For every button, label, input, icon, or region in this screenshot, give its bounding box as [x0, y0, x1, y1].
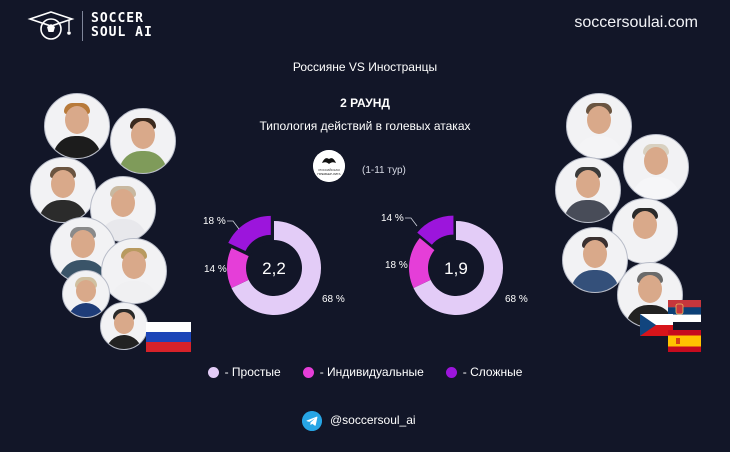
legend-label-simple: - Простые: [224, 365, 281, 379]
legend-item-simple: - Простые: [207, 365, 281, 379]
left-coach-avatar-7: [62, 270, 110, 318]
donut-2-hole: [429, 241, 483, 295]
donut-1-hole: [247, 241, 301, 295]
brand-name: SOCCER SOUL AI: [91, 11, 153, 40]
left-coach-avatar-8: [100, 302, 148, 350]
left-coach-avatar-3: [30, 157, 96, 223]
legend-item-complex: - Сложные: [445, 365, 523, 379]
legend-label-complex: - Сложные: [462, 365, 523, 379]
czech-flag: [640, 314, 673, 336]
telegram-icon[interactable]: [302, 411, 322, 431]
donut-1-center-label: 2,2: [262, 259, 286, 278]
donut-1-slice-simple: [231, 221, 321, 315]
donut-2-value-label-complex: 14 %: [381, 213, 404, 224]
brand-separator: [82, 11, 83, 41]
right-coach-avatar-2: [623, 134, 689, 200]
right-coach-avatar-3: [555, 157, 621, 223]
donut-1-slice-complex: [228, 215, 271, 252]
left-coach-avatar-6: [101, 238, 167, 304]
donut-2-value-label-simple: 68 %: [505, 294, 528, 305]
left-coach-avatar-1: [44, 93, 110, 159]
donut-1-value-label-simple: 68 %: [322, 294, 345, 305]
donut-1-value-label-complex: 18 %: [203, 216, 226, 227]
donut-2-leader-line: [405, 217, 418, 227]
donut-1-leader-line: [227, 220, 240, 230]
soccer-soul-logo-icon: [27, 11, 75, 40]
donut-2-center-label: 1,9: [444, 259, 468, 278]
period-label: (1-11 тур): [362, 165, 406, 176]
serbia-flag: [668, 300, 701, 322]
legend-item-individual: - Индивидуальные: [302, 365, 424, 379]
chart-subtitle: Типология действий в голевых атаках: [259, 119, 471, 133]
brand: SOCCER SOUL AI: [26, 8, 153, 44]
donut-2-value-label-individual: 18 %: [385, 260, 408, 271]
rpl-league-logo-icon: РОССИЙСКАЯ ПРЕМЬЕР-ЛИГА: [313, 150, 345, 182]
spain-flag: [668, 330, 701, 352]
legend: - Простые - Индивидуальные - Сложные: [0, 365, 730, 379]
donut-2-slice-complex: [417, 215, 454, 245]
site-url[interactable]: soccersoulai.com: [574, 14, 698, 31]
chart-title: Россияне VS Иностранцы: [292, 60, 438, 74]
legend-dot-individual: [302, 366, 314, 378]
donut-1-slice-individual: [227, 247, 249, 289]
russia-flag: [146, 322, 191, 352]
right-coach-avatar-1: [566, 93, 632, 159]
rpl-logo-text-2: ПРЕМЬЕР-ЛИГА: [317, 172, 340, 176]
right-coach-avatar-5: [562, 227, 628, 293]
donut-2-slice-simple: [413, 221, 503, 315]
donut-1-value-label-individual: 14 %: [204, 264, 227, 275]
left-coach-avatar-2: [110, 108, 176, 174]
round-label: 2 РАУНД: [340, 96, 390, 110]
donut-2-slice-individual: [409, 238, 435, 289]
telegram-handle[interactable]: @soccersoul_ai: [330, 413, 416, 427]
legend-label-individual: - Индивидуальные: [319, 365, 424, 379]
legend-dot-simple: [207, 366, 219, 378]
legend-dot-complex: [445, 366, 457, 378]
rpl-logo-text-1: РОССИЙСКАЯ: [319, 168, 340, 172]
